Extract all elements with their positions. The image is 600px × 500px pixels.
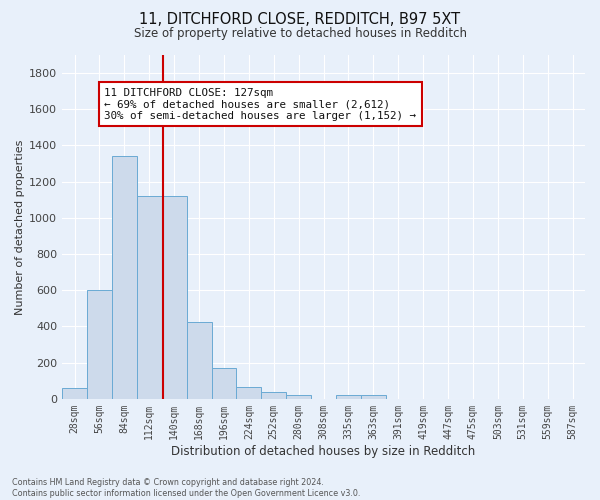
Bar <box>62 388 87 399</box>
Bar <box>112 156 137 399</box>
Bar <box>236 387 262 399</box>
Bar <box>212 368 236 399</box>
Y-axis label: Number of detached properties: Number of detached properties <box>15 139 25 314</box>
Bar <box>87 290 112 399</box>
Bar <box>162 196 187 399</box>
Bar <box>262 392 286 399</box>
Text: 11, DITCHFORD CLOSE, REDDITCH, B97 5XT: 11, DITCHFORD CLOSE, REDDITCH, B97 5XT <box>139 12 461 28</box>
Bar <box>187 322 212 399</box>
Bar <box>286 395 311 399</box>
Text: 11 DITCHFORD CLOSE: 127sqm
← 69% of detached houses are smaller (2,612)
30% of s: 11 DITCHFORD CLOSE: 127sqm ← 69% of deta… <box>104 88 416 121</box>
Text: Contains HM Land Registry data © Crown copyright and database right 2024.
Contai: Contains HM Land Registry data © Crown c… <box>12 478 361 498</box>
X-axis label: Distribution of detached houses by size in Redditch: Distribution of detached houses by size … <box>172 444 476 458</box>
Bar <box>361 395 386 399</box>
Bar <box>336 395 361 399</box>
Bar <box>137 196 162 399</box>
Text: Size of property relative to detached houses in Redditch: Size of property relative to detached ho… <box>133 28 467 40</box>
